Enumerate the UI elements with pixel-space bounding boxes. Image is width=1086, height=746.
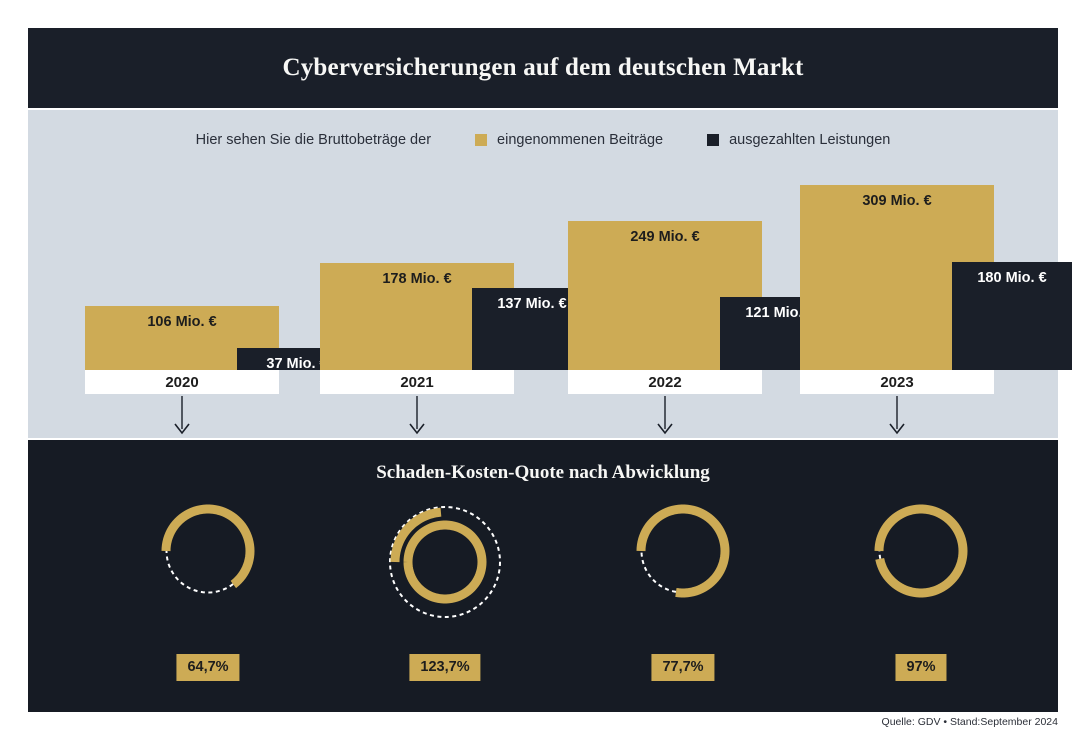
ratio-value-label: 123,7%: [420, 659, 470, 675]
ratio-value-plate: 64,7%: [176, 654, 240, 681]
ratio-value-plate: 77,7%: [651, 654, 715, 681]
bar-value-label: 178 Mio. €: [382, 271, 452, 287]
value-arc: [874, 504, 968, 598]
bar-value-label: 106 Mio. €: [147, 314, 217, 330]
year-label: 2020: [165, 373, 199, 391]
legend-intro-text: Hier sehen Sie die Bruttobeträge der: [195, 132, 432, 148]
ratio-value-plate: 97%: [895, 654, 947, 681]
bar-value-label: 137 Mio. €: [497, 296, 567, 312]
chart-legend: Hier sehen Sie die Bruttobeträge der ein…: [28, 132, 1058, 148]
value-arc-overflow-turn: [390, 507, 442, 563]
donut-gauge: 97%: [801, 502, 1041, 681]
ratio-value-plate: 123,7%: [409, 654, 481, 681]
reference-dashed-circle: [389, 506, 501, 618]
bar-claims: 180 Mio. €: [952, 262, 1072, 370]
page-title: Cyberversicherungen auf dem deutschen Ma…: [282, 54, 804, 81]
ratio-panel: Schaden-Kosten-Quote nach Abwicklung 64,…: [28, 440, 1058, 712]
remainder-dashed-arc: [640, 551, 677, 593]
down-arrow-icon: [886, 396, 908, 438]
gold-swatch-icon: [475, 134, 488, 146]
year-label: 2023: [880, 373, 914, 391]
bar-chart-panel: Hier sehen Sie die Bruttobeträge der ein…: [28, 110, 1072, 438]
legend-item-premiums: eingenommenen Beiträge: [475, 132, 663, 148]
ratio-value-label: 64,7%: [187, 659, 229, 675]
donut-gauge: 64,7%: [88, 502, 328, 681]
legend-label-premiums: eingenommenen Beiträge: [497, 132, 664, 148]
remainder-dashed-arc: [878, 550, 882, 559]
ratio-value-label: 97%: [906, 659, 936, 675]
bar-value-label: 180 Mio. €: [977, 270, 1047, 286]
remainder-dashed-arc: [165, 550, 234, 594]
year-label-plate: 2021: [320, 370, 514, 394]
ratio-value-label: 77,7%: [662, 659, 704, 675]
donut-gauge: 123,7%: [325, 502, 565, 681]
source-note: Quelle: GDV • Stand:September 2024: [881, 716, 1058, 728]
year-label: 2022: [648, 373, 682, 391]
down-arrow-icon: [171, 396, 193, 438]
legend-item-claims: ausgezahlten Leistungen: [707, 132, 890, 148]
ratio-panel-title: Schaden-Kosten-Quote nach Abwicklung: [376, 462, 710, 483]
value-arc: [636, 504, 730, 598]
bar-value-label: 37 Mio. €: [266, 356, 328, 372]
title-band: Cyberversicherungen auf dem deutschen Ma…: [28, 28, 1058, 108]
value-arc-inner-turn: [403, 520, 487, 604]
year-label: 2021: [400, 373, 434, 391]
year-label-plate: 2020: [85, 370, 279, 394]
dark-swatch-icon: [707, 134, 720, 146]
value-arc: [161, 504, 255, 589]
year-label-plate: 2023: [800, 370, 994, 394]
year-label-plate: 2022: [568, 370, 762, 394]
bars-area: 106 Mio. € 37 Mio. € 2020 178 Mio. € 137 Mio…: [28, 110, 1072, 438]
donut-gauge: 77,7%: [563, 502, 803, 681]
donut-row: 64,7% 123,7% 77,7% 97%: [28, 502, 1058, 681]
bar-value-label: 309 Mio. €: [862, 193, 932, 209]
legend-label-claims: ausgezahlten Leistungen: [729, 132, 891, 148]
bar-value-label: 121 Mio. €: [745, 305, 815, 321]
down-arrow-icon: [654, 396, 676, 438]
down-arrow-icon: [406, 396, 428, 438]
bar-value-label: 249 Mio. €: [630, 229, 700, 245]
